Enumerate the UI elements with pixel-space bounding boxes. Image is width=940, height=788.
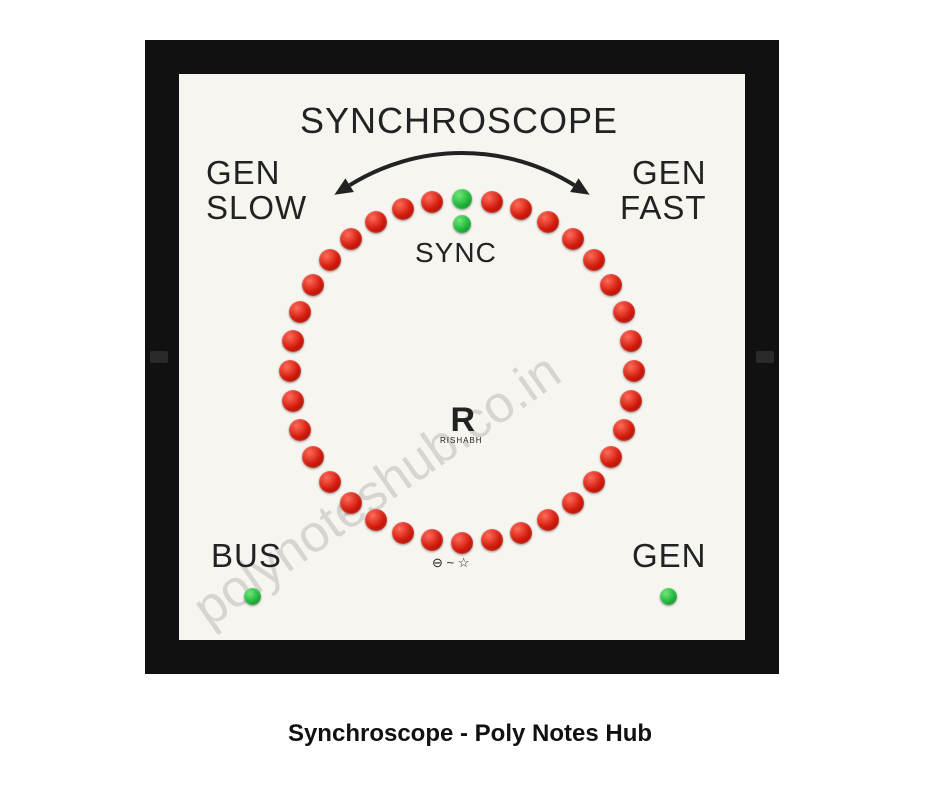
brand-mark: R xyxy=(440,405,483,436)
ring-led xyxy=(421,191,443,213)
label-gen: GEN xyxy=(632,539,707,574)
connector-symbols: ⊖ ~ ☆ xyxy=(432,555,469,571)
text-line: GEN xyxy=(206,154,281,191)
ring-led xyxy=(537,509,559,531)
ring-led xyxy=(451,532,473,554)
status-led xyxy=(660,588,677,605)
text-line: GEN xyxy=(632,154,707,191)
ring-led xyxy=(562,228,584,250)
brand-logo: R RISHABH xyxy=(440,405,483,445)
ring-led xyxy=(365,509,387,531)
text-line: FAST xyxy=(620,189,707,226)
brand-text: RISHABH xyxy=(440,436,483,445)
sync-led xyxy=(452,189,472,209)
ring-led xyxy=(365,211,387,233)
direction-arc xyxy=(0,0,940,788)
ring-led xyxy=(537,211,559,233)
label-gen-fast: GEN FAST xyxy=(620,156,707,225)
label-gen-slow: GEN SLOW xyxy=(206,156,307,225)
ring-led xyxy=(600,274,622,296)
canvas: polynoteshub.co.in SYNCHROSCOPE GEN SLOW… xyxy=(0,0,940,788)
ring-led xyxy=(302,274,324,296)
ring-led xyxy=(613,301,635,323)
ring-led xyxy=(282,330,304,352)
status-led xyxy=(244,588,261,605)
caption: Synchroscope - Poly Notes Hub xyxy=(0,720,940,748)
ring-led xyxy=(319,471,341,493)
ring-led xyxy=(510,522,532,544)
ring-led xyxy=(481,191,503,213)
ring-led xyxy=(562,492,584,514)
sync-led xyxy=(453,215,471,233)
ring-led xyxy=(600,446,622,468)
ring-led xyxy=(613,419,635,441)
ring-led xyxy=(623,360,645,382)
ring-led xyxy=(282,390,304,412)
ring-led xyxy=(302,446,324,468)
ring-led xyxy=(583,471,605,493)
ring-led xyxy=(392,522,414,544)
label-bus: BUS xyxy=(211,539,282,574)
label-sync: SYNC xyxy=(415,238,497,267)
text-line: SLOW xyxy=(206,189,307,226)
ring-led xyxy=(279,360,301,382)
